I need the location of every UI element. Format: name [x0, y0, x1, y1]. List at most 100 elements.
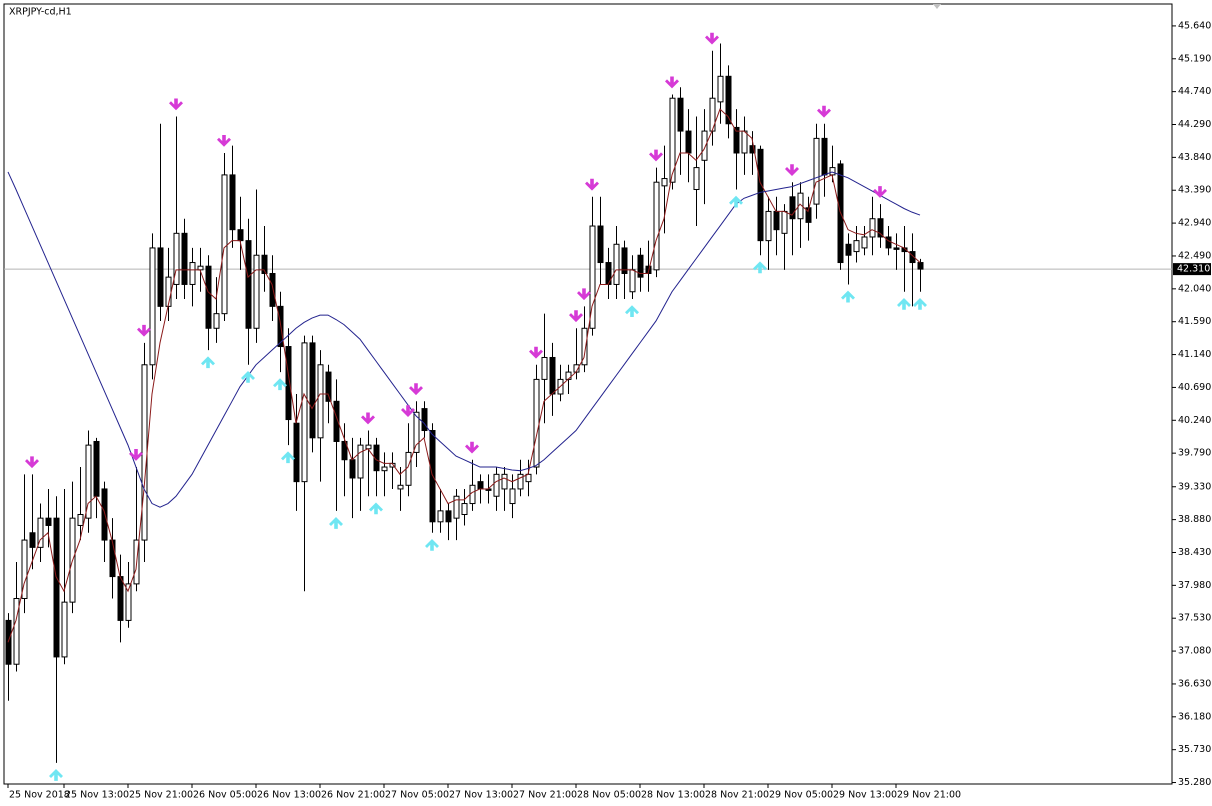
candle-body: [197, 265, 204, 271]
buy-arrow: [369, 502, 384, 515]
sell-arrow: [361, 412, 376, 425]
candle-body: [45, 517, 52, 526]
y-tick-label: 39.790: [1178, 448, 1211, 459]
candle-body: [821, 137, 828, 176]
sell-arrow: [465, 441, 480, 454]
candle-body: [637, 254, 644, 278]
candle-body: [245, 240, 252, 329]
candle-body: [181, 232, 188, 285]
buy-arrow: [281, 451, 296, 464]
shift-marker: [933, 4, 941, 9]
x-tick-label: 27 Nov 21:00: [513, 790, 577, 801]
y-tick-label: 40.690: [1178, 382, 1211, 393]
buy-arrow: [913, 297, 927, 310]
candle-body: [29, 532, 36, 548]
candle-body: [341, 440, 348, 461]
candle-body: [877, 218, 884, 238]
candle-body: [853, 240, 860, 253]
candle-body: [685, 130, 692, 154]
y-tick-label: 38.430: [1178, 547, 1211, 558]
buy-arrow: [753, 261, 767, 274]
candle-body: [797, 192, 804, 220]
y-tick-label: 37.530: [1178, 613, 1211, 624]
candle-body: [357, 444, 364, 479]
candle-body: [589, 225, 596, 329]
candle-body: [757, 148, 764, 242]
candle-body: [373, 444, 380, 472]
sell-arrow: [569, 310, 583, 323]
candle-body: [421, 408, 428, 432]
candle-body: [237, 229, 244, 242]
buy-arrow: [897, 297, 911, 310]
current-price-box: [1173, 263, 1211, 276]
buy-arrow: [425, 538, 440, 551]
y-tick-label: 41.140: [1178, 349, 1211, 360]
candle-body: [581, 327, 588, 366]
candle-body: [669, 97, 676, 183]
y-tick-label: 35.280: [1178, 777, 1211, 788]
y-tick-label: 41.590: [1178, 316, 1211, 327]
sell-arrow: [529, 346, 543, 359]
sell-arrow: [873, 186, 887, 198]
sell-arrow: [785, 164, 799, 177]
candle-body: [885, 236, 892, 249]
candle-body: [501, 473, 508, 490]
candle-body: [517, 473, 524, 490]
candle-body: [741, 130, 748, 154]
candle-body: [349, 459, 356, 479]
y-tick-label: 37.080: [1178, 646, 1211, 657]
candle-body: [845, 243, 852, 256]
candle-body: [701, 130, 708, 161]
y-tick-label: 42.490: [1178, 250, 1211, 261]
sell-arrow: [169, 98, 183, 111]
y-tick-label: 45.640: [1178, 20, 1211, 31]
candle-body: [813, 137, 820, 205]
sell-arrow: [137, 324, 151, 337]
candle-body: [21, 539, 28, 599]
candle-body: [725, 75, 732, 125]
buy-arrow: [329, 517, 344, 529]
x-tick-label: 29 Nov 21:00: [897, 790, 961, 801]
buy-arrow: [841, 290, 855, 303]
candle-body: [541, 356, 548, 380]
candle-body: [909, 251, 916, 264]
y-tick-label: 43.390: [1178, 185, 1211, 196]
candle-body: [269, 272, 276, 307]
candle-body: [325, 371, 332, 402]
candle-body: [141, 364, 148, 541]
candle-body: [213, 313, 220, 329]
candle-body: [621, 247, 628, 274]
y-tick-label: 44.290: [1178, 119, 1211, 130]
candle-body: [205, 265, 212, 329]
y-tick-label: 42.040: [1178, 283, 1211, 294]
plot-frame: [3, 3, 1173, 785]
candle-body: [693, 167, 700, 191]
candle-body: [893, 247, 900, 250]
candle-body: [229, 174, 236, 231]
candle-body: [37, 517, 44, 548]
x-tick-label: 26 Nov 21:00: [321, 790, 385, 801]
y-tick-label: 36.630: [1178, 678, 1211, 689]
sell-arrow: [217, 134, 231, 147]
y-tick-label: 37.980: [1178, 580, 1211, 591]
candle-body: [317, 364, 324, 439]
buy-arrow: [241, 370, 255, 383]
sell-arrow: [665, 76, 679, 89]
candle-body: [309, 342, 316, 439]
sell-arrow: [129, 449, 143, 461]
candle-body: [293, 422, 300, 483]
candle-body: [461, 503, 468, 516]
candle-body: [77, 514, 84, 526]
candle-body: [749, 145, 756, 154]
buy-arrow: [273, 378, 288, 391]
candle-body: [549, 356, 556, 395]
candle-body: [829, 167, 836, 176]
candle-body: [13, 597, 20, 665]
candle-body: [253, 254, 260, 329]
candle-body: [173, 232, 180, 285]
x-tick-label: 27 Nov 13:00: [449, 790, 513, 801]
x-tick-label: 26 Nov 13:00: [257, 790, 321, 801]
candle-body: [445, 510, 452, 523]
candle-body: [149, 247, 156, 366]
